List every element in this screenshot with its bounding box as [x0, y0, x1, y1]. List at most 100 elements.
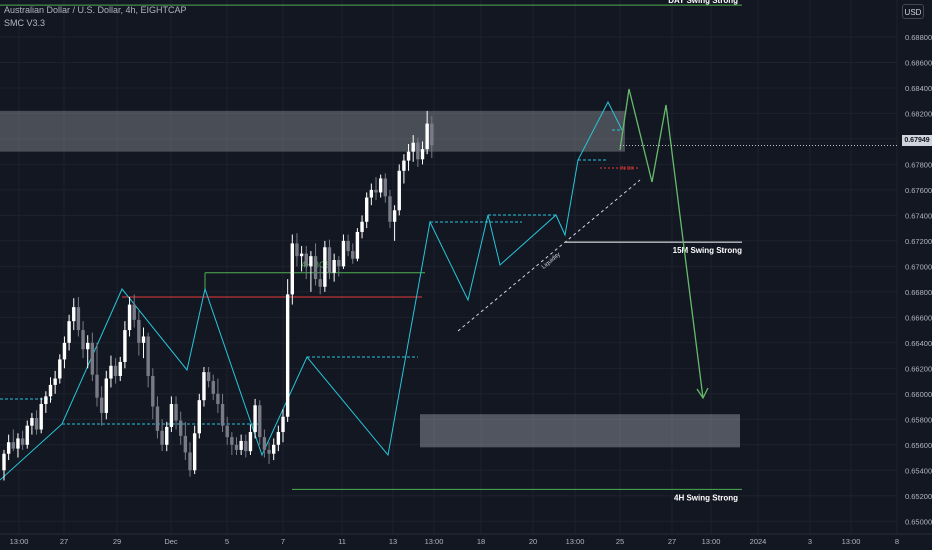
x-tick-label: 5 — [225, 537, 229, 546]
candle — [262, 429, 267, 458]
candle — [267, 442, 271, 464]
candle — [378, 174, 383, 198]
candle-body — [72, 307, 76, 322]
candle — [313, 243, 318, 286]
y-tick-label: 0.68800 — [905, 33, 932, 42]
candle-body — [62, 342, 67, 360]
y-tick-label: 0.65400 — [905, 466, 932, 475]
candle-body — [272, 444, 276, 454]
candle-body — [58, 359, 62, 379]
candle — [48, 377, 53, 403]
candle-body — [397, 170, 401, 211]
candle-body — [95, 374, 99, 398]
candle-body — [155, 406, 160, 431]
currency-button[interactable]: USD — [902, 4, 924, 19]
candle — [281, 409, 285, 443]
x-tick-label: 18 — [477, 537, 485, 546]
y-tick-label: 0.67600 — [905, 186, 932, 195]
candle-body — [299, 253, 304, 257]
candle — [141, 327, 146, 359]
y-tick-label: 0.68600 — [905, 58, 932, 67]
candle — [392, 205, 397, 241]
candle-body — [388, 196, 392, 222]
projection-path — [619, 88, 704, 399]
candle-body — [86, 342, 90, 350]
candle — [118, 356, 122, 382]
candle-body — [341, 240, 346, 267]
candle — [337, 256, 341, 277]
candle-body — [2, 453, 6, 471]
candle-body — [206, 372, 211, 382]
candle-body — [355, 231, 360, 259]
candle-body — [267, 449, 271, 454]
y-tick-label: 0.66400 — [905, 339, 932, 348]
candle — [123, 321, 127, 369]
candle — [137, 310, 141, 356]
candle-body — [369, 189, 374, 198]
candle-body — [39, 404, 43, 430]
candle-body — [123, 330, 127, 362]
x-tick-label: 13 — [389, 537, 397, 546]
candle — [183, 421, 188, 461]
candle-body — [16, 438, 20, 449]
candle — [234, 437, 239, 455]
y-tick-label: 0.65800 — [905, 415, 932, 424]
projection-arrowhead — [696, 387, 709, 400]
candle-body — [81, 330, 85, 350]
candle — [86, 335, 90, 369]
x-tick-label: 2024 — [750, 537, 767, 546]
candle — [248, 424, 253, 455]
candle-body — [192, 433, 197, 471]
candle-body — [118, 361, 122, 376]
candle — [285, 279, 290, 422]
candle-body — [34, 418, 39, 430]
day-swing-label: DAY Swing Strong — [668, 0, 738, 5]
candle — [318, 266, 322, 295]
y-tick-label: 0.65200 — [905, 492, 932, 501]
chart-title: Australian Dollar / U.S. Dollar, 4h, EIG… — [4, 5, 187, 15]
candle-body — [20, 438, 25, 445]
y-tick-label: 0.66200 — [905, 364, 932, 373]
x-tick-label: Dec — [164, 537, 178, 546]
candle-body — [383, 178, 387, 197]
candle-body — [165, 426, 169, 445]
current-price-tag: 0.67949 — [902, 135, 932, 146]
candle-body — [11, 442, 15, 449]
y-tick-label: 0.68400 — [905, 84, 932, 93]
y-tick-label: 0.66000 — [905, 390, 932, 399]
x-tick-label: 13:00 — [842, 537, 861, 546]
zigzag-line — [0, 100, 623, 481]
candle — [383, 173, 387, 203]
candle-body — [197, 400, 201, 434]
candle — [299, 245, 304, 272]
candle-body — [234, 444, 239, 450]
candle-body — [137, 319, 141, 343]
candle — [388, 189, 392, 229]
candle-body — [309, 256, 313, 267]
candle — [360, 215, 364, 239]
x-tick-label: 29 — [113, 537, 121, 546]
candle-body — [169, 404, 174, 427]
x-tick-label: 25 — [616, 537, 624, 546]
candle — [244, 434, 248, 458]
demand-zone — [420, 414, 740, 448]
candle-body — [183, 435, 188, 453]
candle-body — [141, 336, 146, 343]
candle-body — [211, 381, 215, 394]
candle-body — [276, 432, 281, 445]
candle-body — [406, 151, 411, 161]
candle-body — [258, 405, 262, 438]
candle-body — [225, 425, 229, 438]
liquidity-label: Liquidity — [541, 252, 562, 271]
candle — [430, 115, 434, 159]
candle — [290, 234, 294, 305]
candle-body — [179, 420, 183, 436]
candle — [272, 438, 276, 461]
candle — [160, 419, 164, 452]
entry-label: IN OK — [620, 166, 634, 172]
h4-swing-label: 4H Swing Strong — [674, 493, 738, 502]
candle — [197, 393, 201, 439]
candle — [239, 434, 243, 455]
candle-body — [346, 240, 350, 252]
